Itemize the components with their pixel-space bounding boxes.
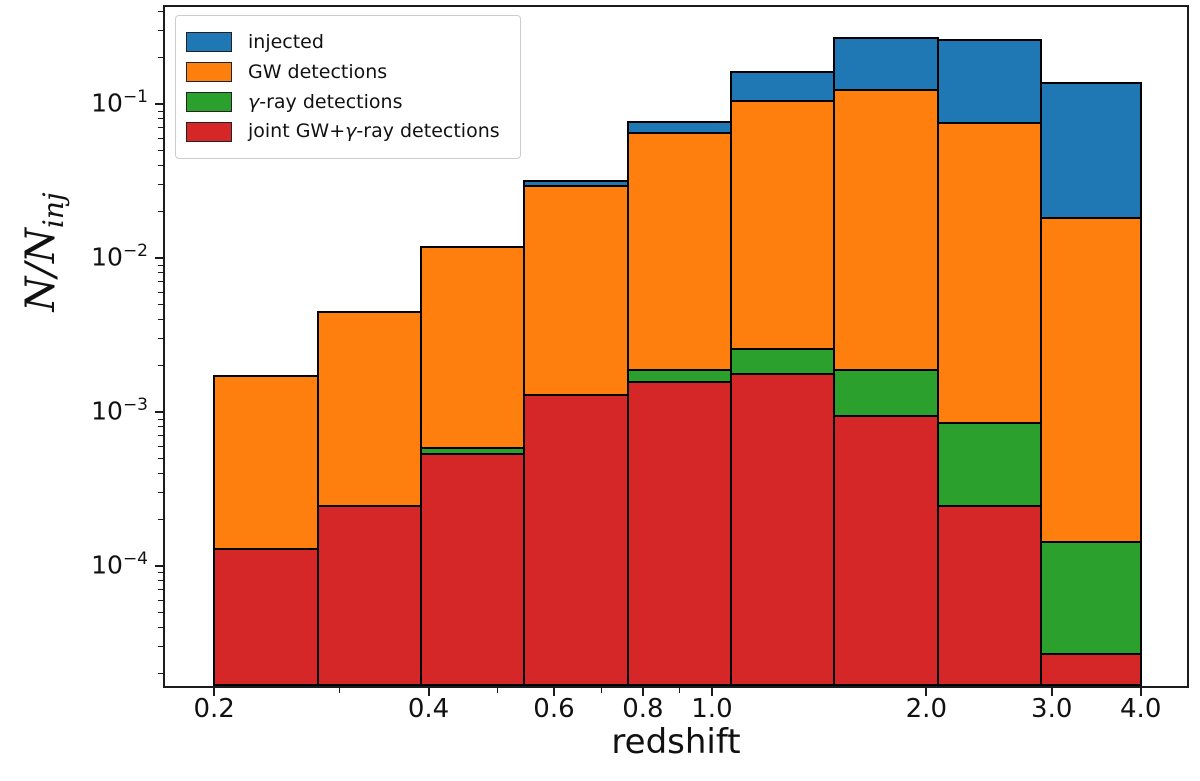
x-tick-label: 1.0 xyxy=(691,694,733,724)
x-minor-tick xyxy=(497,688,499,693)
x-tick-label: 0.6 xyxy=(533,694,575,724)
y-minor-tick xyxy=(158,164,163,166)
y-minor-tick xyxy=(158,338,163,340)
y-minor-tick xyxy=(158,10,163,12)
histogram-bar-series3-bin7 xyxy=(937,505,1042,686)
y-minor-tick xyxy=(158,211,163,213)
legend-item-joint-detections: joint GW+γ-ray detections xyxy=(186,120,500,143)
y-major-tick xyxy=(155,103,163,106)
legend-swatch-joint-detections xyxy=(186,121,232,142)
x-major-tick xyxy=(1139,688,1142,696)
y-minor-tick xyxy=(158,673,163,675)
x-major-tick xyxy=(641,688,644,696)
legend-swatch-gamma-ray-detections xyxy=(186,91,232,112)
histogram-bar-series3-bin6 xyxy=(833,415,939,686)
x-axis-label: redshift xyxy=(611,722,741,762)
histogram-bar-series3-bin3 xyxy=(523,394,629,686)
y-minor-tick xyxy=(158,291,163,293)
y-minor-tick xyxy=(158,580,163,582)
y-minor-tick xyxy=(158,435,163,437)
y-minor-tick xyxy=(158,118,163,120)
y-minor-tick xyxy=(158,110,163,112)
y-minor-tick xyxy=(158,611,163,613)
y-minor-tick xyxy=(158,457,163,459)
x-tick-label: 3.0 xyxy=(1031,694,1073,724)
y-tick-label: 10−2 xyxy=(91,241,148,272)
legend: injected GW detections γ-ray detections … xyxy=(175,15,521,160)
y-minor-tick xyxy=(158,589,163,591)
legend-label: injected xyxy=(248,31,324,53)
ylabel-numerator: N xyxy=(18,276,64,312)
legend-label: GW detections xyxy=(248,60,388,83)
x-tick-label: 0.8 xyxy=(622,694,664,724)
y-minor-tick xyxy=(158,445,163,447)
y-minor-tick xyxy=(158,137,163,139)
x-major-tick xyxy=(925,688,928,696)
y-minor-tick xyxy=(158,149,163,151)
x-major-tick xyxy=(427,688,430,696)
histogram-bar-series3-bin5 xyxy=(730,373,835,686)
x-major-tick xyxy=(213,688,216,696)
legend-label: joint GW+γ-ray detections xyxy=(248,120,500,143)
x-major-tick xyxy=(552,688,555,696)
legend-item-gamma-ray-detections: γ-ray detections xyxy=(186,91,500,114)
y-minor-tick xyxy=(158,626,163,628)
histogram-bar-series3-bin1 xyxy=(317,505,422,686)
histogram-bar-series3-bin2 xyxy=(420,453,525,686)
y-minor-tick xyxy=(158,281,163,283)
legend-swatch-injected xyxy=(186,32,232,53)
y-minor-tick xyxy=(158,184,163,186)
y-minor-tick xyxy=(158,426,163,428)
legend-item-gw-detections: GW detections xyxy=(186,61,500,84)
y-minor-tick xyxy=(158,418,163,420)
ylabel-slash: / xyxy=(18,263,64,277)
y-minor-tick xyxy=(158,519,163,521)
legend-item-injected: injected xyxy=(186,31,500,54)
histogram-bar-series3-bin0 xyxy=(213,548,319,686)
histogram-bars-layer xyxy=(165,7,1187,686)
x-tick-label: 0.4 xyxy=(407,694,450,724)
x-tick-label: 0.2 xyxy=(193,694,235,724)
y-major-tick xyxy=(155,410,163,413)
y-minor-tick xyxy=(158,303,163,305)
y-minor-tick xyxy=(158,599,163,601)
x-minor-tick xyxy=(339,688,341,693)
y-minor-tick xyxy=(158,30,163,32)
y-minor-tick xyxy=(158,318,163,320)
y-minor-tick xyxy=(158,57,163,59)
y-minor-tick xyxy=(158,365,163,367)
histogram-bar-series3-bin4 xyxy=(627,381,732,686)
y-minor-tick xyxy=(158,491,163,493)
y-axis-label: N/Ninj xyxy=(18,192,70,311)
x-tick-label: 4.0 xyxy=(1120,694,1162,724)
y-tick-label: 10−4 xyxy=(91,548,148,580)
y-major-tick xyxy=(155,564,163,567)
x-tick-label: 2.0 xyxy=(905,694,947,724)
x-major-tick xyxy=(710,688,713,696)
plot-area: injected GW detections γ-ray detections … xyxy=(163,5,1189,688)
y-minor-tick xyxy=(158,572,163,574)
y-minor-tick xyxy=(158,645,163,647)
legend-label: γ-ray detections xyxy=(248,90,403,113)
x-major-tick xyxy=(1050,688,1053,696)
y-minor-tick xyxy=(158,272,163,274)
y-minor-tick xyxy=(158,127,163,129)
y-tick-label: 10−3 xyxy=(91,394,148,426)
y-major-tick xyxy=(155,257,163,260)
x-minor-tick xyxy=(601,688,603,693)
ylabel-denominator: N xyxy=(18,228,64,264)
y-tick-label: 10−1 xyxy=(91,87,148,118)
y-minor-tick xyxy=(158,264,163,266)
x-minor-tick xyxy=(678,688,680,693)
y-minor-tick xyxy=(158,472,163,474)
ylabel-subscript: inj xyxy=(37,192,70,229)
legend-swatch-gw-detections xyxy=(186,62,232,83)
histogram-bar-series3-bin8 xyxy=(1040,653,1142,686)
